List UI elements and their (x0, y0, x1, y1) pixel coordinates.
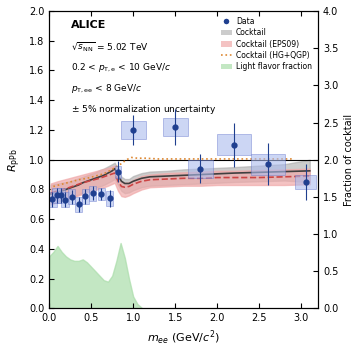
FancyBboxPatch shape (57, 188, 65, 203)
FancyBboxPatch shape (217, 135, 251, 155)
FancyBboxPatch shape (98, 188, 105, 200)
Text: $p_{\rm T,ee}$ < 8 GeV/$c$: $p_{\rm T,ee}$ < 8 GeV/$c$ (71, 82, 142, 95)
FancyBboxPatch shape (295, 175, 316, 189)
Legend: Data, Cocktail, Cocktail (EPS09), Cocktail (HG+QGP), Light flavor fraction: Data, Cocktail, Cocktail (EPS09), Cockta… (218, 15, 314, 74)
X-axis label: $m_{ee}$ (GeV/$c^{2}$): $m_{ee}$ (GeV/$c^{2}$) (147, 329, 220, 347)
FancyBboxPatch shape (90, 186, 96, 201)
FancyBboxPatch shape (52, 188, 61, 203)
FancyBboxPatch shape (121, 121, 146, 139)
Text: $\sqrt{s_{\rm NN}}$ = 5.02 TeV: $\sqrt{s_{\rm NN}}$ = 5.02 TeV (71, 41, 148, 53)
FancyBboxPatch shape (61, 193, 69, 207)
Y-axis label: $R_{\rm pPb}$: $R_{\rm pPb}$ (7, 148, 23, 172)
FancyBboxPatch shape (48, 192, 57, 206)
Text: $\pm$ 5% normalization uncertainty: $\pm$ 5% normalization uncertainty (71, 103, 216, 116)
FancyBboxPatch shape (188, 160, 213, 178)
FancyBboxPatch shape (251, 154, 284, 175)
FancyBboxPatch shape (106, 191, 113, 206)
Y-axis label: Fraction of cocktail: Fraction of cocktail (344, 114, 354, 206)
FancyBboxPatch shape (82, 189, 89, 204)
FancyBboxPatch shape (69, 189, 75, 204)
FancyBboxPatch shape (162, 118, 188, 136)
FancyBboxPatch shape (75, 197, 82, 212)
Text: 0.2 < $p_{\rm T,e}$ < 10 GeV/$c$: 0.2 < $p_{\rm T,e}$ < 10 GeV/$c$ (71, 62, 171, 74)
FancyBboxPatch shape (115, 166, 121, 178)
Text: ALICE: ALICE (71, 20, 106, 30)
